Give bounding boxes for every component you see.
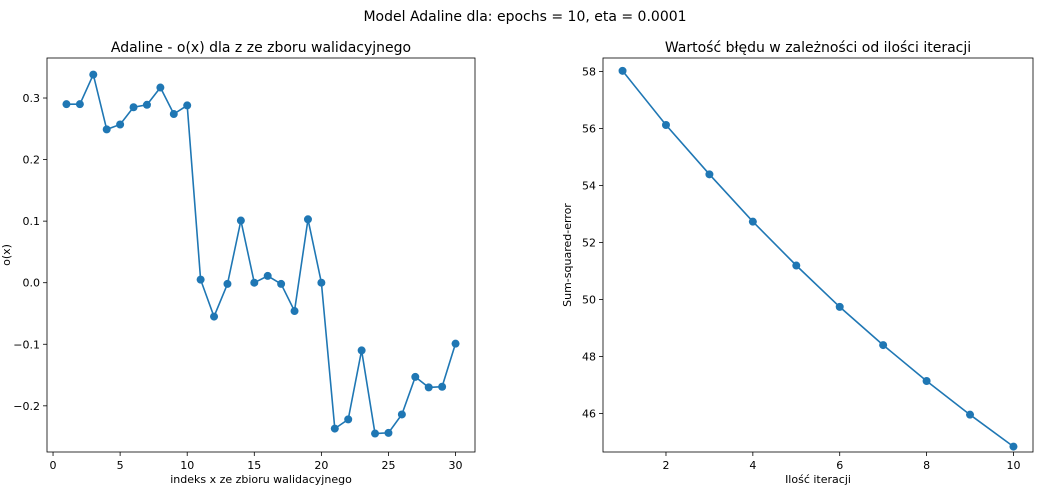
data-point — [303, 215, 312, 224]
data-point — [384, 428, 393, 437]
data-point — [835, 302, 844, 311]
series-line — [66, 72, 457, 435]
x-tick-label: 25 — [381, 459, 395, 472]
data-point — [330, 424, 339, 433]
data-point — [223, 279, 232, 288]
data-point — [438, 382, 447, 391]
data-point — [317, 278, 326, 287]
y-tick-label: 56 — [582, 122, 596, 135]
data-point — [102, 125, 111, 134]
y-tick-label: 0.1 — [23, 215, 41, 228]
data-point — [618, 66, 627, 75]
data-point — [344, 415, 353, 424]
y-tick-label: 48 — [582, 350, 596, 363]
error-iterations-chart: Wartość błędu w zależności od ilości ite… — [561, 40, 1034, 486]
data-point — [236, 216, 245, 225]
y-tick-label: −0.1 — [13, 338, 40, 351]
y-tick-label: 0.2 — [23, 154, 41, 167]
data-point — [129, 103, 138, 112]
data-point — [879, 341, 888, 350]
data-point — [451, 339, 460, 348]
data-point — [792, 261, 801, 270]
data-point — [922, 377, 931, 386]
y-tick-label: 0.3 — [23, 92, 41, 105]
x-tick-label: 4 — [749, 459, 756, 472]
figure-title: Model Adaline dla: epochs = 10, eta = 0.… — [363, 9, 686, 25]
data-point — [290, 307, 299, 316]
data-point — [966, 410, 975, 419]
data-point — [250, 278, 259, 287]
data-point — [411, 372, 420, 381]
data-point — [89, 70, 98, 79]
x-axis-label: Ilość iteracji — [785, 473, 851, 486]
data-point — [357, 346, 366, 355]
y-tick-label: 50 — [582, 293, 596, 306]
x-tick-label: 8 — [923, 459, 930, 472]
data-point — [169, 110, 178, 119]
axes-frame — [602, 57, 1034, 453]
y-axis-label: Sum-squared-error — [561, 203, 574, 307]
data-point — [263, 271, 272, 280]
x-tick-label: 5 — [117, 459, 124, 472]
data-point — [705, 170, 714, 179]
x-tick-label: 0 — [50, 459, 57, 472]
y-tick-label: 58 — [582, 65, 596, 78]
data-point — [661, 120, 670, 129]
data-point — [116, 120, 125, 129]
validation-output-chart: Adaline - o(x) dla z ze zboru walidacyjn… — [0, 40, 476, 486]
data-point — [183, 101, 192, 110]
x-tick-label: 30 — [449, 459, 463, 472]
data-point — [424, 383, 433, 392]
x-tick-label: 15 — [247, 459, 261, 472]
series-line — [621, 70, 1014, 448]
y-axis-label: o(x) — [0, 244, 13, 266]
data-point — [397, 410, 406, 419]
x-tick-label: 20 — [314, 459, 328, 472]
chart-title: Wartość błędu w zależności od ilości ite… — [665, 40, 971, 56]
data-point — [277, 279, 286, 288]
data-point — [62, 100, 71, 109]
data-point — [371, 429, 380, 438]
y-tick-label: −0.2 — [13, 400, 40, 413]
x-tick-label: 2 — [662, 459, 669, 472]
y-tick-label: 0.0 — [23, 277, 41, 290]
data-point — [1009, 442, 1018, 451]
data-point — [196, 275, 205, 284]
y-tick-label: 54 — [582, 179, 596, 192]
x-tick-label: 10 — [1006, 459, 1020, 472]
data-point — [142, 100, 151, 109]
data-point — [156, 83, 165, 92]
x-tick-label: 10 — [180, 459, 194, 472]
x-axis-label: indeks x ze zbioru walidacyjnego — [170, 473, 352, 486]
y-tick-label: 46 — [582, 408, 596, 421]
x-tick-label: 6 — [836, 459, 843, 472]
axes-frame — [46, 57, 476, 453]
data-point — [75, 100, 84, 109]
y-tick-label: 52 — [582, 236, 596, 249]
chart-title: Adaline - o(x) dla z ze zboru walidacyjn… — [111, 40, 411, 56]
data-point — [210, 312, 219, 321]
data-point — [748, 217, 757, 226]
